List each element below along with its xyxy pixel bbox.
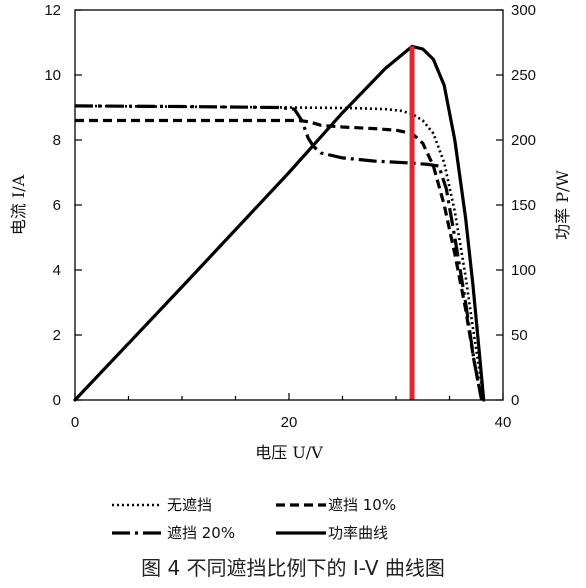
y-left-tick-label: 10 [44,67,61,84]
y-left-tick-label: 12 [44,2,61,19]
y-right-tick-label: 0 [511,392,519,409]
x-axis-label: 电压 U/V [255,443,323,462]
y-right-tick-label: 200 [511,132,536,149]
y-right-tick-label: 100 [511,262,536,279]
y-left-axis-label: 电流 I/A [9,174,28,235]
y-right-tick-label: 150 [511,197,536,214]
series-line-3 [74,104,484,401]
y-left-tick-label: 8 [53,132,61,149]
y-right-tick-label: 300 [511,2,536,19]
y-right-tick-label: 50 [511,327,528,344]
axes-layer: 0 20 40 0 2 4 6 8 10 12 0 50 100 150 200 250 300 电压 U/V 电流… [9,2,572,462]
legend-label-3: 遮挡 20% [167,524,235,542]
series-line-1 [74,104,485,401]
legend: 无遮挡 遮挡 10% 遮挡 20% 功率曲线 [112,496,396,542]
y-right-tick-label: 250 [511,67,536,84]
x-tick-label: 40 [495,414,512,431]
x-tick-label: 20 [281,414,298,431]
plot-layer [73,44,486,402]
figure-caption: 图 4 不同遮挡比例下的 I-V 曲线图 [141,556,445,580]
legend-label-2: 遮挡 10% [328,496,396,514]
y-left-tick-label: 0 [53,392,61,409]
x-tick-label: 0 [71,414,79,431]
legend-label-4: 功率曲线 [328,524,388,542]
y-left-tick-label: 6 [53,197,61,214]
legend-label-1: 无遮挡 [167,496,212,514]
series-line-2 [75,118,484,401]
y-right-axis-label: 功率 P/W [553,170,572,240]
y-left-tick-label: 4 [53,262,61,279]
series-line-4 [73,44,486,402]
y-left-tick-label: 2 [53,327,61,344]
iv-chart: 0 20 40 0 2 4 6 8 10 12 0 50 100 150 200 250 300 电压 U/V 电流… [9,2,572,542]
